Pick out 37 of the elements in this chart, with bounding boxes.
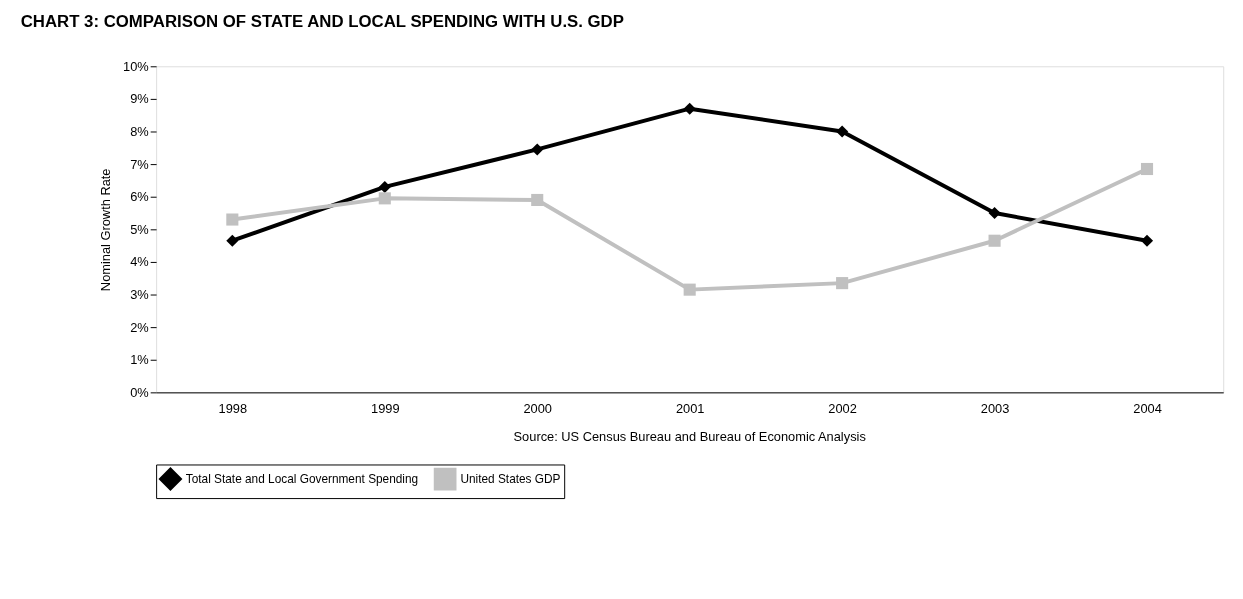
point	[226, 234, 239, 247]
legend-label: United States GDP	[460, 472, 561, 487]
x-tick-label: 2003	[980, 400, 1010, 416]
point	[378, 180, 391, 193]
point	[683, 102, 696, 115]
point	[378, 192, 391, 205]
chart-title: CHART 3: COMPARISON OF STATE AND LOCAL SPENDING WITH U.S. GDP	[20, 11, 624, 31]
source-note: Source: US Census Bureau and Bureau of Economic Analysis	[513, 428, 866, 444]
point	[836, 277, 849, 290]
x-tick-label: 2000	[523, 400, 552, 416]
point	[683, 283, 696, 296]
point	[531, 193, 544, 207]
point	[1140, 162, 1154, 176]
y-axis-title: Nominal Growth Rate	[98, 168, 114, 292]
point	[988, 206, 1001, 220]
y-tick-label: 1%	[130, 352, 149, 368]
x-tick-label: 1999	[371, 400, 400, 416]
point	[226, 213, 239, 226]
point	[531, 143, 544, 156]
x-tick-label: 2002	[828, 400, 857, 416]
point	[836, 125, 849, 138]
y-tick-label: 2%	[130, 319, 149, 335]
legend-label: Total State and Local Government Spending	[185, 472, 419, 487]
y-tick-label: 4%	[130, 254, 149, 270]
y-tick-label: 9%	[130, 91, 149, 107]
y-tick-label: 5%	[130, 221, 149, 237]
y-tick-label: 6%	[130, 189, 149, 205]
point	[1140, 234, 1154, 247]
y-tick-label: 0%	[130, 384, 149, 400]
y-tick-label: 3%	[130, 286, 149, 302]
x-tick-label: 2001	[675, 400, 705, 416]
x-tick-label: 2004	[1133, 400, 1162, 416]
y-tick-label: 7%	[130, 156, 149, 172]
y-tick-label: 10%	[123, 58, 149, 74]
y-tick-label: 8%	[130, 123, 149, 139]
point	[988, 234, 1001, 247]
x-tick-label: 1998	[218, 400, 248, 416]
